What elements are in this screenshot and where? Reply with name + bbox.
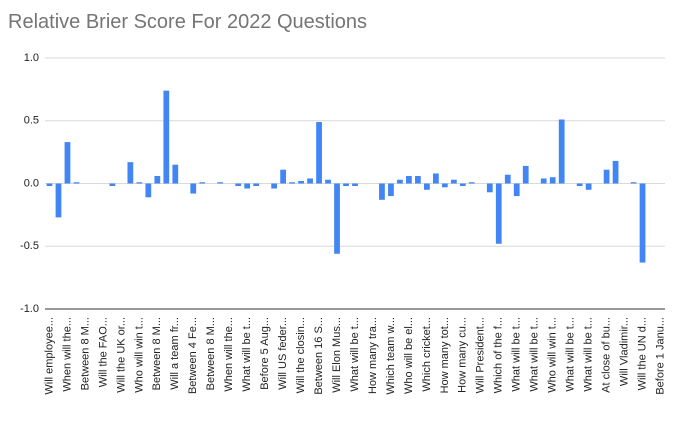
bar	[199, 182, 206, 184]
x-tick-label: Will US feder...	[277, 317, 289, 390]
bar	[540, 178, 547, 184]
x-tick-label: Will the UN d...	[636, 317, 648, 390]
bar	[612, 160, 619, 184]
y-tick-label: 0.0	[24, 177, 39, 189]
x-tick-label: Will a team fr...	[169, 317, 181, 390]
bar	[46, 183, 53, 187]
x-tick-label: Will the UK or...	[115, 317, 127, 393]
bar	[459, 183, 466, 187]
x-tick-label: Between 16 S...	[313, 317, 325, 395]
bar	[388, 183, 394, 197]
x-tick-label: Who will win t...	[547, 317, 559, 393]
bar	[585, 183, 592, 190]
x-tick-label: Will Vladimir...	[618, 317, 630, 386]
x-tick-label: How many cu...	[457, 317, 469, 393]
x-tick-label: Between 8 M...	[151, 317, 163, 390]
bar	[441, 183, 448, 188]
bar	[630, 182, 637, 184]
x-tick-label: Who will be el...	[403, 317, 415, 394]
x-tick-label: Who will win t...	[133, 317, 145, 393]
x-tick-label: What will be t...	[583, 317, 595, 392]
x-tick-label: When will the...	[61, 317, 73, 392]
x-tick-label: Will the closin...	[295, 317, 307, 393]
bar	[558, 119, 565, 184]
bar	[154, 175, 161, 184]
bar	[352, 183, 358, 187]
bar	[343, 183, 349, 187]
y-tick-label: -1.0	[20, 303, 39, 315]
bar	[127, 162, 134, 184]
bar	[244, 183, 251, 189]
bar	[163, 90, 170, 184]
x-tick-label: Which of the f...	[493, 317, 505, 393]
x-tick-label: Will the FAO...	[97, 317, 109, 387]
x-tick-label: How many tot...	[439, 317, 451, 393]
x-tick-label: At close of bu...	[601, 317, 613, 393]
bar	[603, 169, 610, 184]
x-tick-label: What will be t...	[511, 317, 523, 392]
bar	[235, 183, 242, 187]
y-tick-label: 0.5	[24, 115, 39, 127]
bar	[450, 179, 457, 184]
bar	[55, 183, 62, 218]
bar	[468, 182, 475, 184]
bar	[549, 177, 556, 184]
bar	[504, 174, 511, 184]
x-tick-label: Which team w...	[385, 317, 397, 395]
x-tick-label: What will be t...	[565, 317, 577, 392]
bar	[522, 165, 529, 184]
bar	[253, 183, 260, 187]
bar	[513, 183, 520, 197]
bar	[495, 183, 502, 244]
x-tick-label: Between 4 Fe...	[187, 317, 199, 394]
bar	[486, 183, 493, 193]
bar	[280, 169, 286, 184]
y-tick-label: 1.0	[24, 52, 39, 64]
bar	[145, 183, 152, 198]
x-tick-label: Before 1 Janu...	[654, 317, 666, 395]
bar	[639, 183, 646, 263]
x-tick-label: Between 8 M...	[79, 317, 91, 390]
x-tick-label: Between 8 M...	[205, 317, 217, 390]
bar	[298, 180, 304, 184]
bar	[424, 183, 430, 190]
bar	[406, 175, 412, 184]
x-tick-label: Which cricket...	[421, 317, 433, 392]
bar	[172, 164, 179, 184]
x-tick-label: How many tra...	[367, 317, 379, 394]
bar	[379, 183, 385, 200]
bar	[271, 183, 278, 189]
bar	[325, 179, 331, 184]
bar	[334, 183, 340, 254]
bar	[397, 179, 403, 184]
bar	[289, 182, 295, 184]
chart-title: Relative Brier Score For 2022 Questions	[8, 11, 367, 33]
bar	[307, 178, 313, 184]
bar	[73, 182, 80, 184]
bar	[415, 175, 421, 184]
x-tick-label: Will employee...	[43, 317, 55, 395]
x-tick-label: What will be t...	[349, 317, 361, 392]
bar	[217, 182, 224, 184]
x-tick-label: What will be t...	[529, 317, 541, 392]
bar	[109, 183, 116, 187]
bar	[190, 183, 197, 194]
bar	[136, 182, 143, 184]
x-tick-label: Will Elon Mus...	[331, 317, 343, 393]
y-tick-label: -0.5	[20, 240, 39, 252]
bar	[64, 142, 71, 184]
x-tick-label: Will President...	[475, 317, 487, 393]
x-tick-label: What will be t...	[241, 317, 253, 392]
bar	[432, 173, 439, 184]
bar	[576, 183, 583, 187]
x-tick-label: When will the...	[223, 317, 235, 392]
bar	[316, 122, 322, 184]
x-tick-label: Before 5 Aug...	[259, 317, 271, 390]
